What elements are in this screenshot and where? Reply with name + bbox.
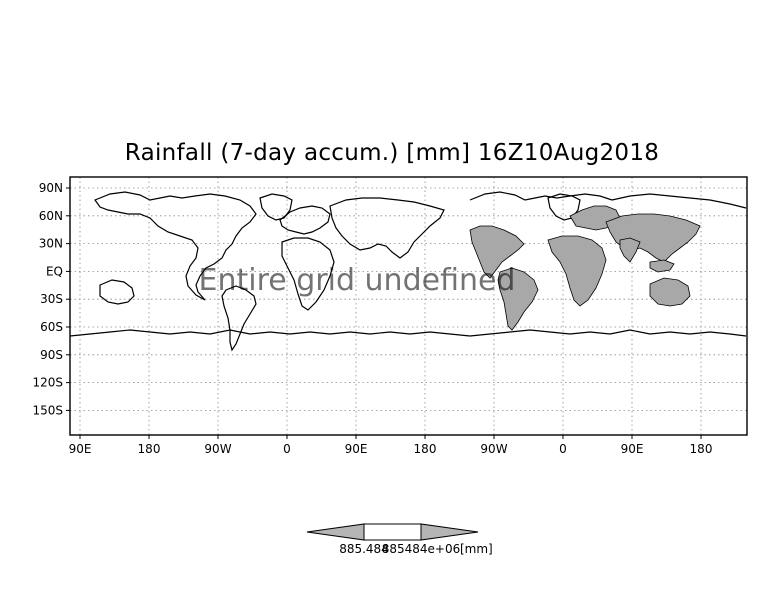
y-tick-label: 90S bbox=[40, 348, 63, 362]
x-tick-label: 180 bbox=[138, 442, 161, 456]
world-shaded-right bbox=[469, 191, 747, 337]
x-tick-label: 90E bbox=[69, 442, 92, 456]
map-title: Rainfall (7-day accum.) [mm] 16Z10Aug201… bbox=[124, 140, 660, 166]
x-tick-label: 180 bbox=[414, 442, 437, 456]
y-tick-label: 150S bbox=[32, 403, 63, 417]
colorbar-left-arrow bbox=[306, 523, 365, 541]
y-tick-label: 60N bbox=[39, 209, 63, 223]
colorbar-right-label: 885484e+06 bbox=[382, 542, 461, 556]
x-tick-label: 0 bbox=[283, 442, 291, 456]
x-tick-label: 0 bbox=[559, 442, 567, 456]
y-axis: 90N 60N 30N EQ 30S 60S 90S 120S 150S bbox=[32, 181, 70, 417]
y-tick-label: 120S bbox=[32, 376, 63, 390]
y-tick-label: 60S bbox=[40, 320, 63, 334]
x-tick-label: 90E bbox=[621, 442, 644, 456]
x-tick-label: 90E bbox=[345, 442, 368, 456]
x-tick-label: 180 bbox=[690, 442, 713, 456]
y-tick-label: 30N bbox=[39, 237, 63, 251]
x-axis: 90E 180 90W 0 90E 180 90W 0 90E 180 bbox=[69, 435, 713, 456]
colorbar-segment bbox=[363, 523, 422, 541]
world-outline-left bbox=[69, 191, 471, 352]
x-tick-label: 90W bbox=[204, 442, 231, 456]
undefined-grid-message: Entire grid undefined bbox=[199, 263, 516, 298]
colorbar-units: [mm] bbox=[460, 542, 493, 556]
colorbar-right-arrow bbox=[420, 523, 479, 541]
gridlines bbox=[70, 177, 747, 435]
colorbar: 885.484 885484e+06 [mm] bbox=[306, 523, 493, 556]
x-tick-label: 90W bbox=[480, 442, 507, 456]
plot-frame bbox=[69, 176, 748, 436]
y-tick-label: 30S bbox=[40, 292, 63, 306]
y-tick-label: EQ bbox=[46, 264, 63, 278]
colorbar-left-label: 885.484 bbox=[339, 542, 389, 556]
y-tick-label: 90N bbox=[39, 181, 63, 195]
